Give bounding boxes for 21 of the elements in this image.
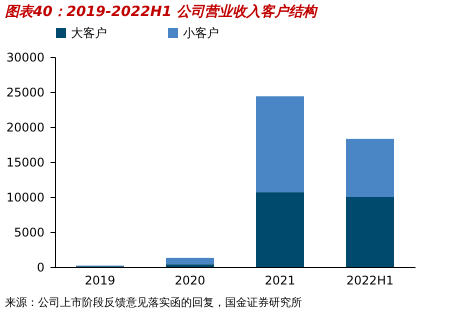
y-tick-label: 25000 <box>6 86 44 100</box>
bar <box>166 264 214 267</box>
bar <box>256 192 304 267</box>
bar <box>346 197 394 267</box>
bar <box>256 96 304 192</box>
x-tick-label: 2020 <box>174 274 206 288</box>
bar <box>346 138 394 197</box>
y-tick-label: 20000 <box>6 120 44 134</box>
legend-label: 小客户 <box>183 26 219 40</box>
y-tick-label: 0 <box>36 260 44 274</box>
legend-label: 大客户 <box>71 26 107 40</box>
x-tick-label: 2022H1 <box>346 274 394 288</box>
y-tick-label: 30000 <box>6 50 44 64</box>
x-tick-label: 2019 <box>84 274 116 288</box>
x-tick-label: 2021 <box>264 274 296 288</box>
bar <box>166 258 214 264</box>
chart-title: 图表40：2019-2022H1 公司营业收入客户结构 <box>5 3 319 20</box>
y-tick-label: 10000 <box>6 190 44 204</box>
y-tick-label: 15000 <box>6 156 44 170</box>
source-note: 来源：公司上市阶段反馈意见落实函的回复，国金证券研究所 <box>5 296 302 309</box>
y-tick-label: 5000 <box>14 226 44 240</box>
